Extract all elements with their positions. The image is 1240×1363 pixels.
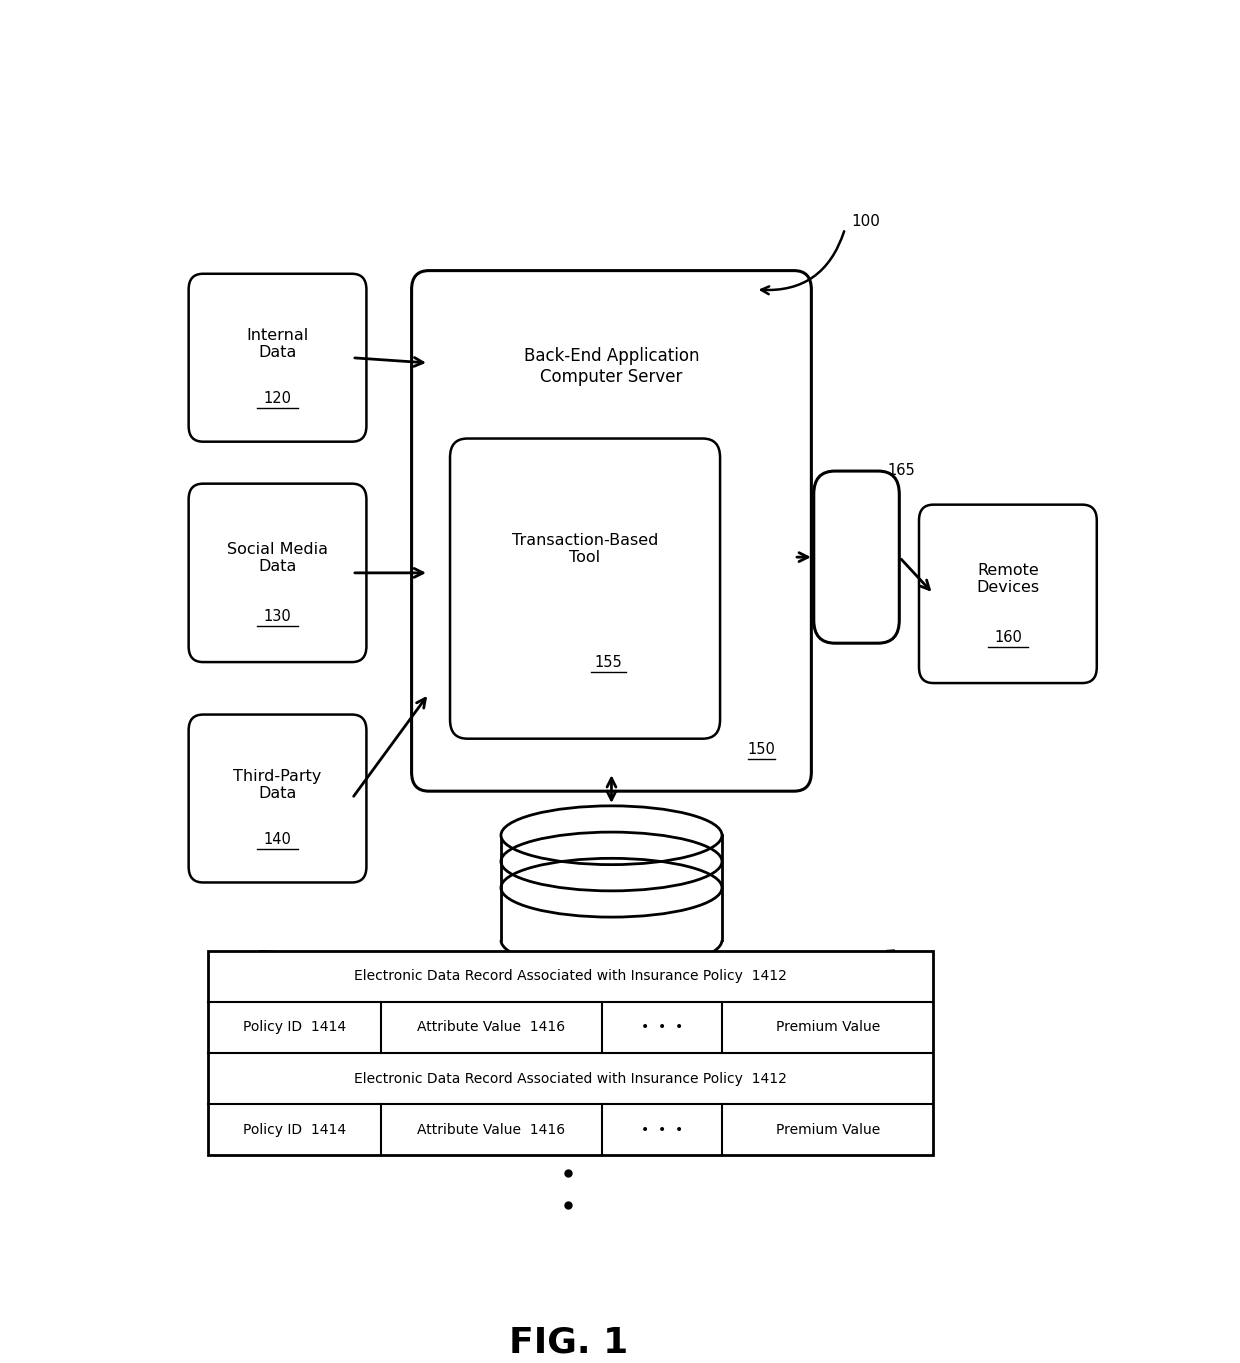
Text: Electronic Data Record Associated with Insurance Policy  1412: Electronic Data Record Associated with I…	[355, 1071, 787, 1085]
Text: 155: 155	[595, 654, 622, 669]
Text: Premium Value: Premium Value	[775, 1123, 880, 1137]
FancyBboxPatch shape	[188, 714, 367, 882]
FancyBboxPatch shape	[450, 439, 720, 739]
Text: Remote
Devices: Remote Devices	[976, 563, 1039, 596]
Text: Policy ID  1414: Policy ID 1414	[243, 1123, 346, 1137]
Text: 100: 100	[852, 214, 880, 229]
Text: •  •  •: • • •	[641, 1021, 683, 1035]
Text: 130: 130	[264, 609, 291, 624]
Text: Back-End Application
Computer Server: Back-End Application Computer Server	[523, 348, 699, 386]
Text: Transaction-Based
Tool: Transaction-Based Tool	[512, 533, 658, 566]
FancyBboxPatch shape	[188, 274, 367, 442]
FancyBboxPatch shape	[813, 472, 899, 643]
Text: Electronic Data Record Associated with Insurance Policy  1412: Electronic Data Record Associated with I…	[355, 969, 787, 983]
Text: Attribute Value  1416: Attribute Value 1416	[418, 1021, 565, 1035]
Text: Internal
Data: Internal Data	[247, 328, 309, 360]
FancyBboxPatch shape	[412, 271, 811, 791]
Text: Third-Party
Data: Third-Party Data	[233, 769, 321, 801]
Text: FIG. 1: FIG. 1	[508, 1325, 627, 1359]
Text: 120: 120	[264, 391, 291, 406]
Text: Risk Relationship Data
Store: Risk Relationship Data Store	[521, 987, 702, 1020]
Text: 140: 140	[264, 831, 291, 846]
FancyBboxPatch shape	[919, 504, 1096, 683]
Polygon shape	[208, 951, 934, 1156]
Text: •  •  •: • • •	[641, 1123, 683, 1137]
Text: 160: 160	[994, 631, 1022, 646]
Text: 110: 110	[598, 1051, 625, 1066]
Text: Policy ID  1414: Policy ID 1414	[243, 1021, 346, 1035]
Ellipse shape	[501, 806, 722, 864]
Text: Attribute Value  1416: Attribute Value 1416	[418, 1123, 565, 1137]
Text: Premium Value: Premium Value	[775, 1021, 880, 1035]
FancyBboxPatch shape	[188, 484, 367, 662]
Text: 165: 165	[888, 463, 915, 478]
Text: 150: 150	[746, 741, 775, 756]
Polygon shape	[501, 836, 722, 940]
Text: Social Media
Data: Social Media Data	[227, 542, 329, 574]
